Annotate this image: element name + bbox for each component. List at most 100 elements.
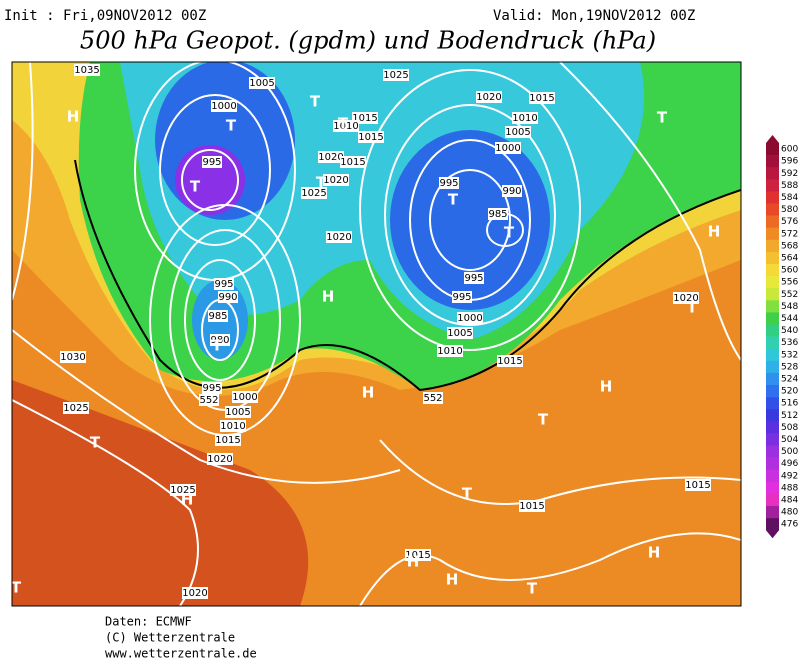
isobar-label: 1015: [519, 501, 544, 512]
legend-label: 492: [781, 471, 798, 481]
field: [175, 145, 245, 215]
pressure-center: T: [11, 579, 22, 597]
isobar-label: 995: [439, 178, 458, 189]
label-box: [383, 69, 409, 81]
legend-swatch: [766, 336, 779, 349]
isobar-label: 985: [208, 311, 227, 322]
legend-label: 496: [781, 459, 798, 469]
label-box: [497, 355, 523, 367]
isobar-label: 1015: [405, 550, 430, 561]
label-box: [214, 278, 234, 290]
pressure-center: T: [657, 109, 668, 127]
isobar-label: 552: [423, 393, 442, 404]
label-box: [457, 312, 483, 324]
label-box: [464, 272, 484, 284]
isobar-label: 1020: [182, 588, 207, 599]
label-box: [232, 391, 258, 403]
legend-label: 540: [781, 326, 798, 336]
label-box: [225, 406, 251, 418]
pressure-center: T: [212, 337, 223, 355]
label-box: [208, 310, 228, 322]
isobar-label: 1015: [215, 435, 240, 446]
label-box: [323, 174, 349, 186]
pressure-center: H: [181, 491, 194, 509]
isobar-label: 1000: [211, 101, 236, 112]
isobar-label: 995: [464, 273, 483, 284]
legend-swatch: [766, 372, 779, 386]
legend-label: 528: [781, 362, 798, 372]
legend-label: 516: [781, 399, 798, 409]
isobar-label: 1005: [505, 127, 530, 138]
label-box: [512, 112, 538, 124]
label-box: [326, 231, 352, 243]
legend-label: 584: [781, 193, 798, 203]
isobar-label: 552: [199, 395, 218, 406]
isobar-label: 1020: [318, 152, 343, 163]
isobar-label: 995: [214, 279, 233, 290]
label-box: [63, 402, 89, 414]
legend-label: 504: [781, 435, 798, 445]
isobar-label: 1015: [340, 157, 365, 168]
label-box: [210, 334, 230, 346]
isobar-label: 1030: [60, 352, 85, 363]
label-box: [358, 131, 384, 143]
legend-swatch: [766, 191, 779, 204]
map-frame: [11, 61, 742, 607]
label-box: [318, 151, 344, 163]
pressure-center: H: [362, 384, 375, 402]
isobar-label: 990: [502, 186, 521, 197]
label-box: [301, 187, 327, 199]
pressure-center: T: [462, 485, 473, 503]
legend-swatch: [766, 481, 779, 495]
label-box: [505, 126, 531, 138]
label-box: [502, 185, 522, 197]
pressure-center: T: [310, 93, 321, 111]
isobar-label: 1000: [495, 143, 520, 154]
pressure-center: H: [67, 108, 80, 126]
legend-label: 520: [781, 387, 798, 397]
legend-swatch: [766, 251, 779, 265]
legend-swatch: [766, 457, 779, 470]
title: 500 hPa Geopot. (gpdm) und Bodendruck (h…: [80, 27, 656, 55]
legend-label: 524: [781, 374, 798, 384]
isobar-label: 995: [452, 292, 471, 303]
legend-swatch: [766, 506, 779, 519]
label-box: [519, 500, 545, 512]
pressure-center: H: [648, 544, 661, 562]
legend-label: 596: [781, 157, 798, 167]
legend-label: 508: [781, 423, 798, 433]
legend-swatch: [766, 215, 779, 228]
label-box: [447, 327, 473, 339]
label-box: [333, 120, 359, 132]
legend-swatch: [766, 518, 779, 531]
isobar-label: 1010: [220, 421, 245, 432]
label-box: [215, 434, 241, 446]
pressure-center: T: [316, 174, 327, 192]
legend-swatch: [766, 155, 779, 168]
isobar-label: 1010: [512, 113, 537, 124]
label-box: [437, 345, 463, 357]
footer-line: Daten: ECMWF: [105, 615, 192, 629]
legend-swatch: [766, 469, 779, 483]
legend-swatch: [766, 421, 779, 434]
label-box: [249, 77, 275, 89]
legend-swatch: [766, 397, 779, 410]
label-box: [495, 142, 521, 154]
legend-label: 488: [781, 483, 798, 493]
isobar-label: 1005: [249, 78, 274, 89]
legend-swatch: [766, 203, 779, 216]
legend-swatch: [766, 227, 779, 241]
isobar-label: 1020: [673, 293, 698, 304]
isobar-label: 1020: [207, 454, 232, 465]
legend-swatch: [766, 409, 779, 422]
label-box: [423, 392, 443, 404]
pressure-center: T: [504, 224, 515, 242]
label-box: [405, 549, 431, 561]
legend-label: 548: [781, 302, 798, 312]
label-box: [202, 156, 222, 168]
legend-label: 512: [781, 411, 798, 421]
color-legend: 600 596 592 588 584 580 576 572 568 564 560 556 552 5…: [766, 135, 798, 539]
legend-label: 568: [781, 241, 798, 251]
pressure-center: T: [538, 411, 549, 429]
